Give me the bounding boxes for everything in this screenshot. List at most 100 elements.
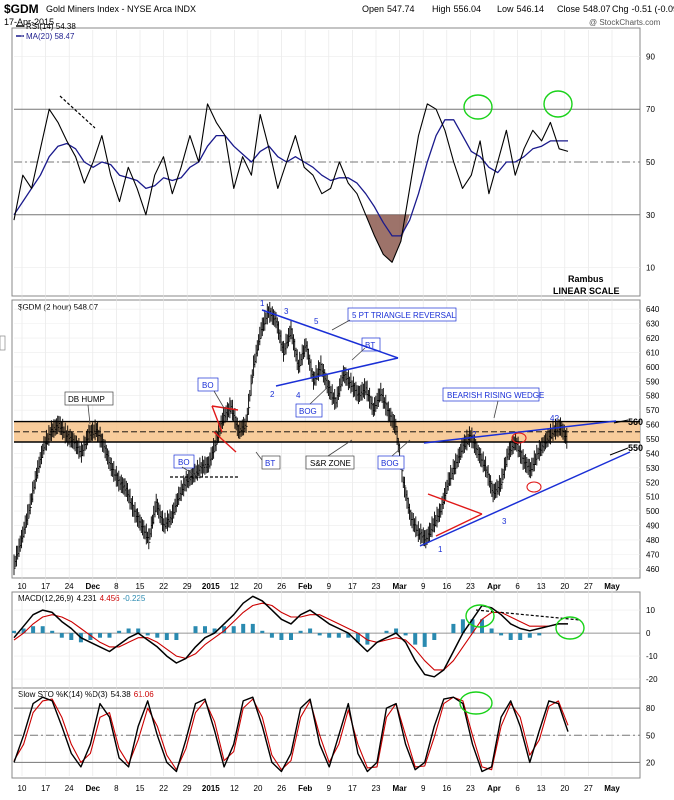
db-hump-box — [64, 391, 114, 406]
macd-hist-bar — [21, 628, 26, 634]
tri-2-label: 2 — [270, 390, 275, 399]
x-tick-label-bottom: 26 — [277, 784, 286, 793]
macd-legend: MACD(12,26,9) 4.231 4.456 -0.225 — [18, 594, 146, 603]
x-tick-label-bottom: 10 — [18, 784, 27, 793]
y-tick-label: -10 — [646, 652, 658, 661]
level-560-pointer — [613, 419, 629, 424]
macd-hist-bar — [518, 633, 523, 640]
chart-date: 17-Apr-2015 — [4, 17, 54, 27]
macd-value: 4.231 — [77, 594, 98, 603]
sto-d-line — [13, 696, 569, 771]
macd-line — [13, 595, 568, 678]
bo2-pointer — [181, 466, 201, 479]
sto-panel — [11, 687, 641, 779]
bog2-label: BOG — [381, 459, 399, 468]
chart-header: $GDM Gold Miners Index - NYSE Arca INDX … — [4, 2, 674, 27]
flag-upper — [427, 493, 483, 515]
sto-d-value: 61.06 — [134, 690, 155, 699]
macd-hist-bar — [298, 630, 303, 634]
y-tick-label: 600 — [646, 363, 660, 372]
bo-flag-left — [211, 405, 223, 433]
open-label: Open — [362, 4, 384, 14]
macd-hist-bar — [212, 628, 217, 634]
x-tick-label: 13 — [537, 582, 546, 591]
macd-hist-bar — [499, 633, 504, 636]
open-value: 547.74 — [387, 4, 415, 14]
sr-zone-label: S&R ZONE — [310, 459, 351, 468]
macd-label: MACD(12,26,9) — [18, 594, 74, 603]
x-tick-label: 22 — [159, 582, 168, 591]
rsi-legend: RSI(14) 54.38 MA(20) 58.47 — [16, 22, 76, 41]
macd-hist-bar — [327, 633, 332, 638]
svg-text:Chg-0.51 (-0.09%): Chg-0.51 (-0.09%) — [612, 4, 674, 14]
x-tick-label: Mar — [392, 582, 406, 591]
y-tick-label: 10 — [646, 264, 655, 273]
price-label: $GDM (2 hour) 548.07 — [18, 303, 99, 312]
macd-hist-bar — [31, 626, 36, 634]
macd-hist-bar — [346, 633, 351, 638]
macd-hist-bar — [289, 633, 293, 640]
macd-hist-bar — [422, 633, 427, 647]
macd-hist-bar — [336, 633, 341, 638]
x-tick-label: 29 — [183, 582, 192, 591]
triangle-box — [347, 307, 457, 322]
y-tick-label: 610 — [646, 348, 660, 357]
macd-hist-bar — [145, 633, 150, 636]
macd-hist-bar — [222, 626, 227, 634]
x-tick-label: 17 — [348, 582, 357, 591]
sto-k-line — [13, 696, 569, 773]
y-tick-label: 10 — [646, 606, 655, 615]
x-tick-label-bottom: 12 — [230, 784, 239, 793]
x-tick-label-bottom: Mar — [392, 784, 406, 793]
macd-signal-value: 4.456 — [100, 594, 121, 603]
tri-1-label: 1 — [260, 299, 265, 308]
rsi-trendline — [59, 95, 96, 129]
macd-hist-bar — [527, 633, 532, 638]
x-tick-label: 15 — [136, 582, 145, 591]
rsi-ma-label: MA(20) 58.47 — [26, 32, 75, 41]
triangle-lower — [275, 357, 399, 387]
x-tick-label: 27 — [584, 582, 593, 591]
y-tick-label: 70 — [646, 105, 655, 114]
wedge-label: BEARISH RISING WEDGE — [447, 391, 544, 400]
bt2-pointer — [255, 451, 263, 461]
macd-hist-bar — [59, 633, 64, 638]
flag-lower — [435, 513, 483, 537]
macd-hist-bar — [384, 630, 389, 634]
x-tick-label-bottom: 29 — [183, 784, 192, 793]
bo1-label: BO — [202, 381, 214, 390]
bog1-label: BOG — [299, 407, 317, 416]
wedge-lower — [419, 451, 631, 547]
macd-hist-bar — [269, 633, 274, 638]
chg-value: -0.51 (-0.09%) — [632, 4, 674, 14]
x-tick-label: Feb — [298, 582, 312, 591]
x-tick-label-bottom: 27 — [584, 784, 593, 793]
x-tick-label-bottom: 17 — [41, 784, 50, 793]
low-value: 546.14 — [517, 4, 545, 14]
x-tick-label-bottom: 15 — [136, 784, 145, 793]
macd-hist-bar — [470, 619, 475, 634]
sto-label: Slow STO %K(14) %D(3) — [18, 690, 108, 699]
wave-1-label: 1 — [438, 545, 443, 554]
x-tick-label-bottom: Dec — [85, 784, 100, 793]
macd-ellipse-2 — [555, 616, 585, 640]
high-label: High — [432, 4, 451, 14]
wave-4-label: 4? — [550, 414, 559, 423]
bt2-label: BT — [265, 459, 275, 468]
macd-hist-bar — [231, 626, 236, 634]
x-tick-label-bottom: 9 — [421, 784, 426, 793]
y-tick-label: 520 — [646, 478, 660, 487]
macd-signal-line — [13, 602, 568, 671]
macd-hist-bar — [279, 633, 284, 640]
macd-hist-bar — [394, 628, 399, 634]
left-edge-marker — [0, 335, 6, 351]
bo-flag-lower — [213, 431, 237, 453]
y-tick-label: 20 — [646, 758, 655, 767]
rsi-note-scale: LINEAR SCALE — [553, 286, 620, 296]
macd-hist-bar — [136, 628, 141, 634]
sr-pointer — [327, 439, 353, 457]
macd-hist-bar — [98, 633, 102, 638]
x-tick-label: 23 — [372, 582, 381, 591]
macd-hist-bar — [155, 633, 160, 638]
